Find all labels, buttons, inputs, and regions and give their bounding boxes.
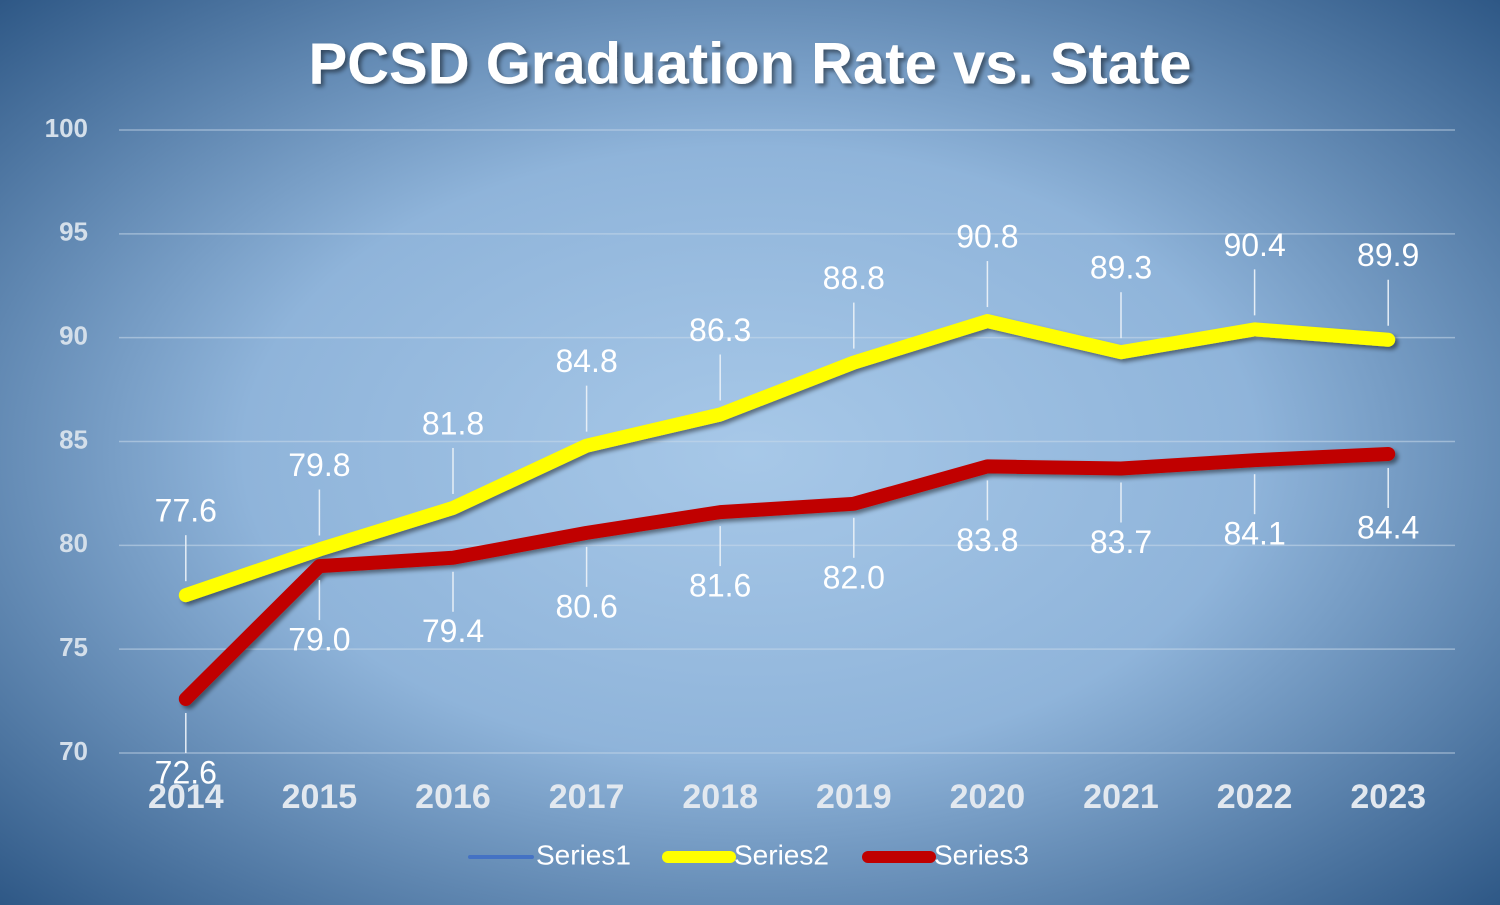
x-tick-label: 2023	[1350, 778, 1426, 816]
data-label: 81.8	[422, 405, 484, 441]
x-tick-label: 2019	[816, 778, 892, 816]
x-tick-label: 2021	[1083, 778, 1159, 816]
x-tick-label: 2015	[282, 778, 358, 816]
x-tick-label: 2016	[415, 778, 491, 816]
y-tick-label: 75	[59, 632, 88, 662]
y-tick-label: 100	[45, 113, 88, 143]
data-label: 84.1	[1223, 516, 1285, 552]
series-line	[178, 446, 1396, 707]
data-label: 90.4	[1223, 227, 1285, 263]
data-label: 84.8	[555, 343, 617, 379]
x-tick-label: 2018	[682, 778, 758, 816]
chart-title: PCSD Graduation Rate vs. State	[308, 31, 1191, 96]
legend-label: Series2	[734, 839, 829, 870]
data-label: 79.0	[288, 622, 350, 658]
legend-label: Series3	[934, 839, 1029, 870]
y-tick-label: 95	[59, 217, 88, 247]
data-label: 77.6	[155, 493, 217, 529]
data-label: 89.9	[1357, 237, 1419, 273]
y-tick-label: 90	[59, 321, 88, 351]
data-label: 83.8	[956, 522, 1018, 558]
data-label: 86.3	[689, 312, 751, 348]
y-tick-label: 70	[59, 736, 88, 766]
x-tick-label: 2022	[1217, 778, 1293, 816]
x-tick-label: 2014	[148, 778, 224, 816]
data-label: 90.8	[956, 219, 1018, 255]
legend-label: Series1	[536, 839, 631, 870]
data-label: 72.6	[155, 754, 217, 790]
data-label: 88.8	[823, 260, 885, 296]
data-label: 84.4	[1357, 509, 1419, 545]
y-tick-label: 80	[59, 528, 88, 558]
data-label: 79.8	[288, 447, 350, 483]
data-label: 79.4	[422, 613, 484, 649]
data-label: 82.0	[823, 559, 885, 595]
data-label: 80.6	[555, 588, 617, 624]
y-tick-label: 85	[59, 424, 88, 454]
data-label: 89.3	[1090, 250, 1152, 286]
x-tick-label: 2017	[549, 778, 625, 816]
x-tick-label: 2020	[950, 778, 1026, 816]
series-line	[178, 314, 1396, 603]
data-label: 81.6	[689, 568, 751, 604]
data-label: 83.7	[1090, 524, 1152, 560]
